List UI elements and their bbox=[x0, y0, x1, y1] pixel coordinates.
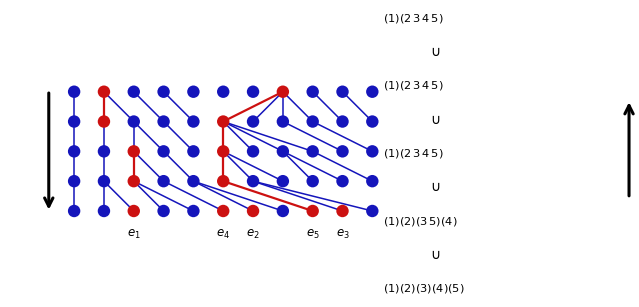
Point bbox=[189, 179, 199, 184]
Text: $e_5$: $e_5$ bbox=[306, 228, 320, 241]
Text: $\cup$: $\cup$ bbox=[431, 45, 441, 59]
Point bbox=[189, 149, 199, 154]
Point bbox=[69, 179, 79, 184]
Point bbox=[99, 119, 109, 124]
Text: $e_3$: $e_3$ bbox=[335, 228, 350, 241]
Point bbox=[69, 119, 79, 124]
Point bbox=[248, 149, 258, 154]
Point bbox=[218, 149, 228, 154]
Point bbox=[128, 89, 139, 94]
Point bbox=[69, 149, 79, 154]
Point bbox=[367, 179, 378, 184]
Point bbox=[248, 89, 258, 94]
Text: $\cup$: $\cup$ bbox=[431, 248, 441, 262]
Text: ${(1)(2\,3\,4\,5)}$: ${(1)(2\,3\,4\,5)}$ bbox=[383, 12, 443, 25]
Point bbox=[367, 89, 378, 94]
Point bbox=[337, 208, 348, 213]
Point bbox=[69, 208, 79, 213]
Point bbox=[367, 208, 378, 213]
Point bbox=[278, 208, 288, 213]
Point bbox=[337, 149, 348, 154]
Point bbox=[189, 208, 199, 213]
Point bbox=[337, 119, 348, 124]
Point bbox=[248, 119, 258, 124]
Point bbox=[278, 149, 288, 154]
Text: ${(1)(2)(3\,5)(4)}$: ${(1)(2)(3\,5)(4)}$ bbox=[383, 215, 458, 228]
Point bbox=[158, 149, 169, 154]
Point bbox=[307, 179, 318, 184]
Point bbox=[218, 119, 228, 124]
Point bbox=[218, 208, 228, 213]
Text: $e_4$: $e_4$ bbox=[216, 228, 230, 241]
Point bbox=[99, 179, 109, 184]
Point bbox=[248, 179, 258, 184]
Point bbox=[128, 208, 139, 213]
Point bbox=[158, 208, 169, 213]
Text: $e_1$: $e_1$ bbox=[127, 228, 141, 241]
Text: ${(1)(2\,3\,4\,5)}$: ${(1)(2\,3\,4\,5)}$ bbox=[383, 147, 443, 160]
Point bbox=[307, 149, 318, 154]
Point bbox=[367, 119, 378, 124]
Text: $\cup$: $\cup$ bbox=[431, 113, 441, 127]
Point bbox=[99, 208, 109, 213]
Point bbox=[69, 89, 79, 94]
Point bbox=[307, 119, 318, 124]
Point bbox=[218, 179, 228, 184]
Point bbox=[158, 89, 169, 94]
Text: $e_2$: $e_2$ bbox=[246, 228, 260, 241]
Text: ${(1)(2\,3\,4\,5)}$: ${(1)(2\,3\,4\,5)}$ bbox=[383, 79, 443, 92]
Point bbox=[99, 89, 109, 94]
Point bbox=[367, 149, 378, 154]
Text: $\cup$: $\cup$ bbox=[431, 180, 441, 194]
Point bbox=[307, 208, 318, 213]
Point bbox=[158, 119, 169, 124]
Point bbox=[337, 89, 348, 94]
Point bbox=[278, 119, 288, 124]
Point bbox=[158, 179, 169, 184]
Point bbox=[189, 119, 199, 124]
Point bbox=[189, 89, 199, 94]
Point bbox=[218, 89, 228, 94]
Point bbox=[128, 149, 139, 154]
Point bbox=[128, 119, 139, 124]
Point bbox=[278, 179, 288, 184]
Text: ${(1)(2)(3)(4)(5)}$: ${(1)(2)(3)(4)(5)}$ bbox=[383, 282, 465, 295]
Point bbox=[337, 179, 348, 184]
Point bbox=[307, 89, 318, 94]
Point bbox=[99, 149, 109, 154]
Point bbox=[278, 89, 288, 94]
Point bbox=[128, 179, 139, 184]
Point bbox=[248, 208, 258, 213]
